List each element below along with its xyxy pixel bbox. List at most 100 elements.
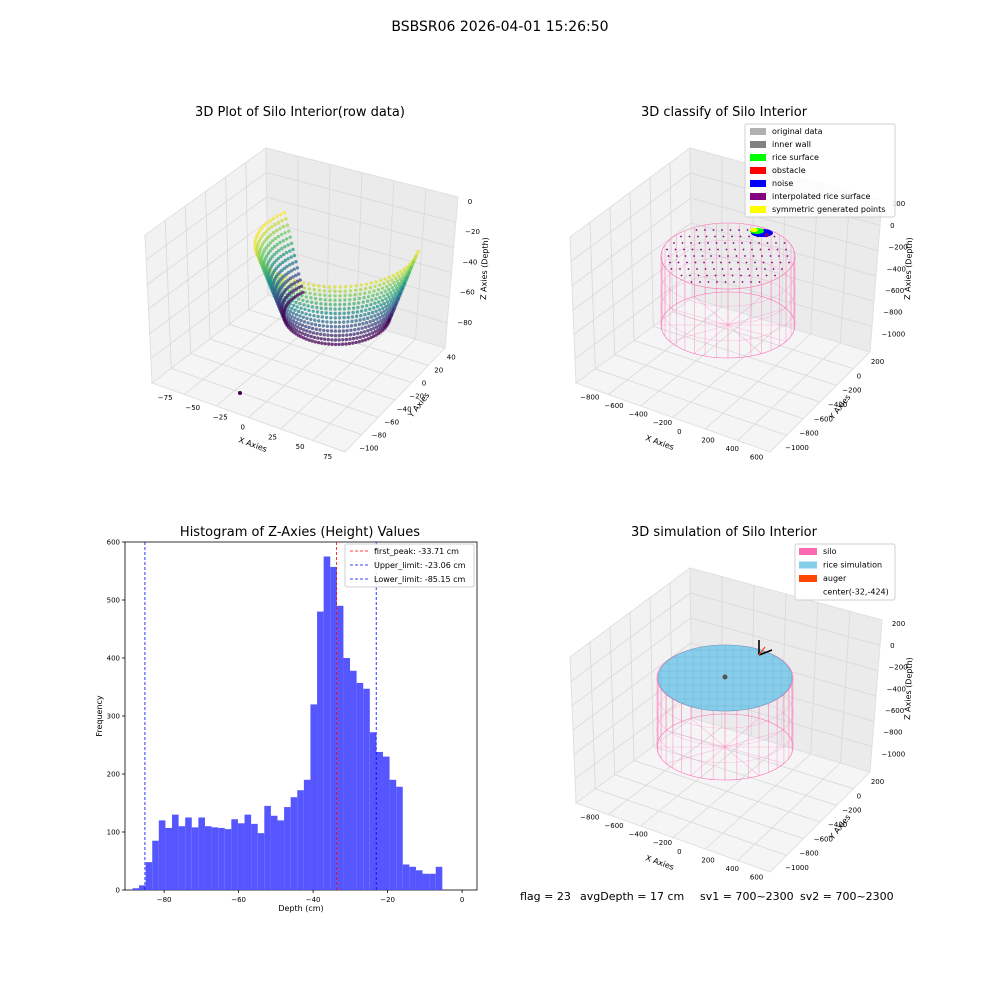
histogram-bar (317, 611, 324, 890)
histogram-bar (350, 670, 357, 890)
raw-point (253, 239, 257, 243)
y-tick-label: −400 (828, 821, 847, 829)
raw-point (295, 266, 299, 270)
histogram-bar (251, 823, 258, 890)
raw-point (327, 285, 332, 289)
raw-point (356, 305, 360, 310)
raw-point (381, 306, 385, 310)
raw-point (333, 333, 338, 338)
raw-point (355, 310, 360, 314)
raw-point (333, 338, 338, 342)
raw-point (363, 287, 368, 291)
raw-point (360, 326, 364, 330)
x-tick-label: −200 (653, 839, 672, 847)
raw-point (384, 297, 388, 301)
interpolated-point (751, 248, 753, 251)
z-tick-label: 0 (890, 222, 894, 230)
raw-point (274, 258, 278, 263)
raw-point (323, 302, 328, 306)
interpolated-point (720, 261, 722, 264)
raw-point (297, 272, 301, 276)
raw-point (405, 265, 409, 269)
histogram-bar (132, 888, 140, 890)
raw-point (285, 223, 290, 227)
simulation-3d-plot: 3D simulation of Silo Interior −800−600−… (569, 525, 914, 882)
raw-point (295, 305, 299, 309)
interpolated-point (734, 248, 736, 251)
z-tick-label: −1000 (882, 330, 906, 338)
interpolated-point (674, 248, 677, 251)
raw-point (276, 256, 281, 261)
raw-point (318, 297, 323, 301)
raw-point (301, 336, 306, 340)
raw-point (322, 289, 327, 293)
raw-point (314, 301, 318, 305)
interpolated-point (714, 274, 717, 277)
x-tick-label: −50 (185, 404, 200, 412)
raw-point (374, 309, 378, 313)
raw-point (367, 311, 371, 316)
raw-point (289, 317, 293, 322)
x-tick-label: −40 (306, 896, 321, 904)
raw-point (322, 328, 326, 333)
y-tick-label: 500 (107, 597, 120, 605)
raw-point (366, 316, 370, 320)
interpolated-point (740, 274, 742, 277)
interpolated-point (754, 261, 756, 264)
raw-point (330, 338, 334, 342)
raw-point (342, 302, 347, 307)
histogram-bar (330, 566, 337, 890)
raw-point (345, 329, 349, 333)
raw-point (376, 288, 381, 292)
raw-point (390, 286, 395, 290)
raw-point (305, 316, 309, 321)
raw-point (367, 290, 372, 294)
raw-point (311, 331, 316, 335)
avg-depth-text: avgDepth = 17 cm (580, 890, 684, 903)
legend-label: Upper_limit: -23.06 cm (374, 561, 466, 570)
raw-point (363, 338, 368, 342)
raw-point (380, 298, 385, 303)
raw-point (302, 328, 306, 332)
legend-swatch (799, 548, 817, 555)
raw-point (289, 255, 293, 259)
raw-point (323, 342, 327, 346)
raw-point (416, 249, 420, 254)
raw-point (344, 342, 348, 346)
raw-point (362, 295, 366, 300)
raw-point (392, 288, 396, 293)
raw-point (289, 269, 294, 273)
interpolated-point (667, 255, 670, 257)
raw-point (377, 308, 382, 312)
y-tick-label: −1000 (785, 864, 809, 872)
interpolated-point (739, 235, 742, 238)
interpolated-point (737, 261, 739, 264)
legend-label: interpolated rice surface (772, 192, 870, 201)
raw-point (370, 298, 374, 302)
raw-point (337, 342, 341, 347)
raw-point (268, 241, 272, 245)
raw-point (365, 304, 369, 308)
z-tick-label: −200 (888, 244, 907, 252)
raw-point (291, 261, 295, 265)
raw-point (308, 330, 312, 334)
raw-point (370, 331, 375, 335)
raw-point (296, 325, 300, 329)
classify-plot-title: 3D classify of Silo Interior (641, 105, 808, 120)
raw-point (374, 297, 378, 301)
raw-point (357, 296, 362, 301)
interpolated-point (768, 248, 770, 251)
raw-point (333, 289, 337, 294)
raw-point (285, 308, 290, 312)
interpolated-point (727, 255, 729, 257)
raw-point (266, 251, 271, 255)
raw-point (291, 319, 296, 323)
interpolated-point (755, 268, 758, 270)
raw-point (393, 291, 397, 296)
interpolated-point (690, 242, 692, 244)
raw-point (348, 298, 352, 302)
raw-point (284, 237, 289, 241)
raw-point (388, 283, 393, 287)
flag-text: flag = 23 (520, 890, 571, 903)
